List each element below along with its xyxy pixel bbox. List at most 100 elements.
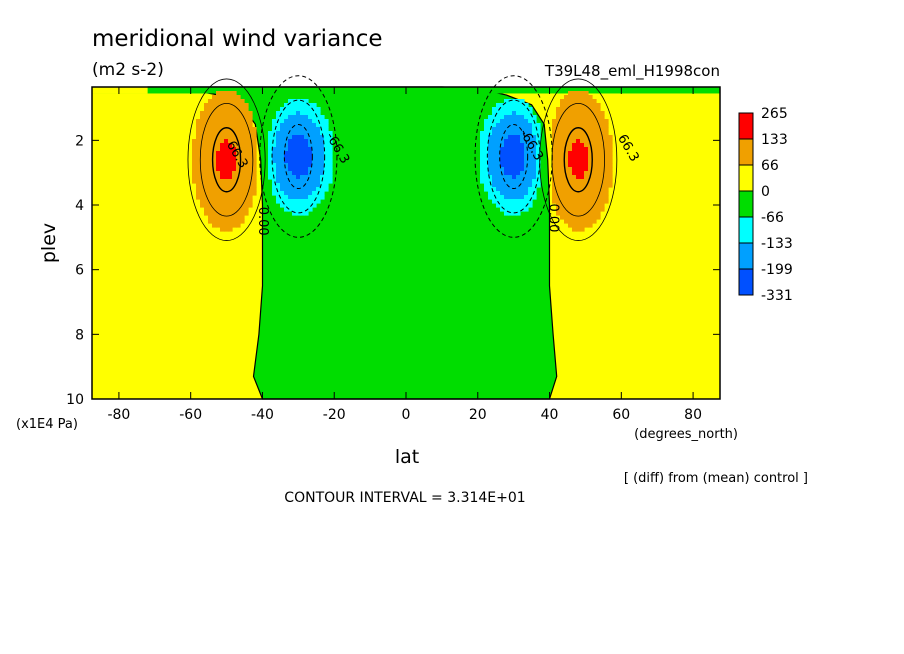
field-cell bbox=[572, 207, 577, 212]
field-cell bbox=[204, 123, 209, 128]
field-cell bbox=[292, 163, 297, 168]
field-cell bbox=[564, 135, 569, 140]
field-cell bbox=[324, 175, 329, 180]
field-cell bbox=[552, 195, 557, 200]
field-cell bbox=[500, 155, 505, 160]
field-cell bbox=[600, 155, 605, 160]
field-cell bbox=[608, 183, 613, 188]
field-cell bbox=[208, 167, 213, 172]
field-cell bbox=[560, 107, 565, 112]
field-cell bbox=[296, 135, 301, 140]
field-cell bbox=[324, 159, 329, 164]
field-cell bbox=[480, 147, 485, 152]
field-cell bbox=[584, 187, 589, 192]
field-cell bbox=[512, 203, 517, 208]
field-cell bbox=[564, 155, 569, 160]
field-cell bbox=[584, 163, 589, 168]
field-cell bbox=[496, 107, 501, 112]
field-cell bbox=[492, 187, 497, 192]
field-cell bbox=[228, 163, 233, 168]
field-cell bbox=[600, 163, 605, 168]
field-cell bbox=[508, 115, 513, 120]
field-cell bbox=[512, 99, 517, 104]
field-cell bbox=[564, 111, 569, 116]
field-cell bbox=[584, 135, 589, 140]
field-cell bbox=[304, 195, 309, 200]
field-cell bbox=[520, 195, 525, 200]
field-cell bbox=[200, 163, 205, 168]
field-cell bbox=[564, 215, 569, 220]
field-cell bbox=[328, 171, 333, 176]
field-cell bbox=[492, 199, 497, 204]
field-cell bbox=[232, 115, 237, 120]
field-cell bbox=[580, 195, 585, 200]
field-cell bbox=[212, 123, 217, 128]
field-cell bbox=[488, 179, 493, 184]
field-cell bbox=[556, 135, 561, 140]
field-cell bbox=[220, 187, 225, 192]
field-cell bbox=[288, 155, 293, 160]
field-cell bbox=[312, 115, 317, 120]
field-cell bbox=[500, 107, 505, 112]
field-cell bbox=[304, 135, 309, 140]
field-cell bbox=[584, 219, 589, 224]
field-cell bbox=[308, 207, 313, 212]
field-cell bbox=[576, 211, 581, 216]
field-cell bbox=[584, 207, 589, 212]
field-cell bbox=[488, 191, 493, 196]
field-cell bbox=[600, 131, 605, 136]
field-cell bbox=[208, 171, 213, 176]
field-cell bbox=[480, 163, 485, 168]
field-cell bbox=[248, 199, 253, 204]
field-cell bbox=[600, 203, 605, 208]
field-cell bbox=[296, 159, 301, 164]
field-cell bbox=[532, 139, 537, 144]
field-cell bbox=[600, 175, 605, 180]
field-cell bbox=[592, 107, 597, 112]
field-cell bbox=[324, 119, 329, 124]
field-cell bbox=[276, 179, 281, 184]
field-cell bbox=[312, 203, 317, 208]
field-cell bbox=[592, 195, 597, 200]
field-cell bbox=[208, 191, 213, 196]
field-cell bbox=[192, 147, 197, 152]
field-cell bbox=[212, 139, 217, 144]
field-cell bbox=[192, 155, 197, 160]
field-cell bbox=[288, 195, 293, 200]
field-cell bbox=[200, 143, 205, 148]
field-cell bbox=[512, 179, 517, 184]
field-cell bbox=[508, 167, 513, 172]
field-cell bbox=[232, 99, 237, 104]
field-cell bbox=[596, 171, 601, 176]
field-cell bbox=[592, 99, 597, 104]
field-cell bbox=[524, 119, 529, 124]
field-cell bbox=[504, 195, 509, 200]
field-cell bbox=[296, 199, 301, 204]
field-cell bbox=[240, 119, 245, 124]
field-cell bbox=[584, 175, 589, 180]
field-cell bbox=[588, 163, 593, 168]
field-cell bbox=[316, 179, 321, 184]
field-cell bbox=[196, 191, 201, 196]
field-cell bbox=[536, 131, 541, 136]
field-cell bbox=[492, 111, 497, 116]
colorbar-label: -66 bbox=[761, 210, 784, 226]
field-cell bbox=[592, 167, 597, 172]
field-cell bbox=[200, 127, 205, 132]
field-cell bbox=[196, 139, 201, 144]
field-cell bbox=[608, 167, 613, 172]
field-cell bbox=[212, 151, 217, 156]
field-cell bbox=[568, 139, 573, 144]
field-cell bbox=[212, 183, 217, 188]
field-cell bbox=[228, 91, 233, 96]
field-cell bbox=[284, 203, 289, 208]
field-cell bbox=[580, 135, 585, 140]
field-cell bbox=[484, 159, 489, 164]
field-cell bbox=[576, 135, 581, 140]
field-cell bbox=[280, 111, 285, 116]
field-cell bbox=[308, 167, 313, 172]
field-cell bbox=[292, 131, 297, 136]
field-cell bbox=[308, 195, 313, 200]
field-cell bbox=[584, 159, 589, 164]
field-cell bbox=[328, 163, 333, 168]
